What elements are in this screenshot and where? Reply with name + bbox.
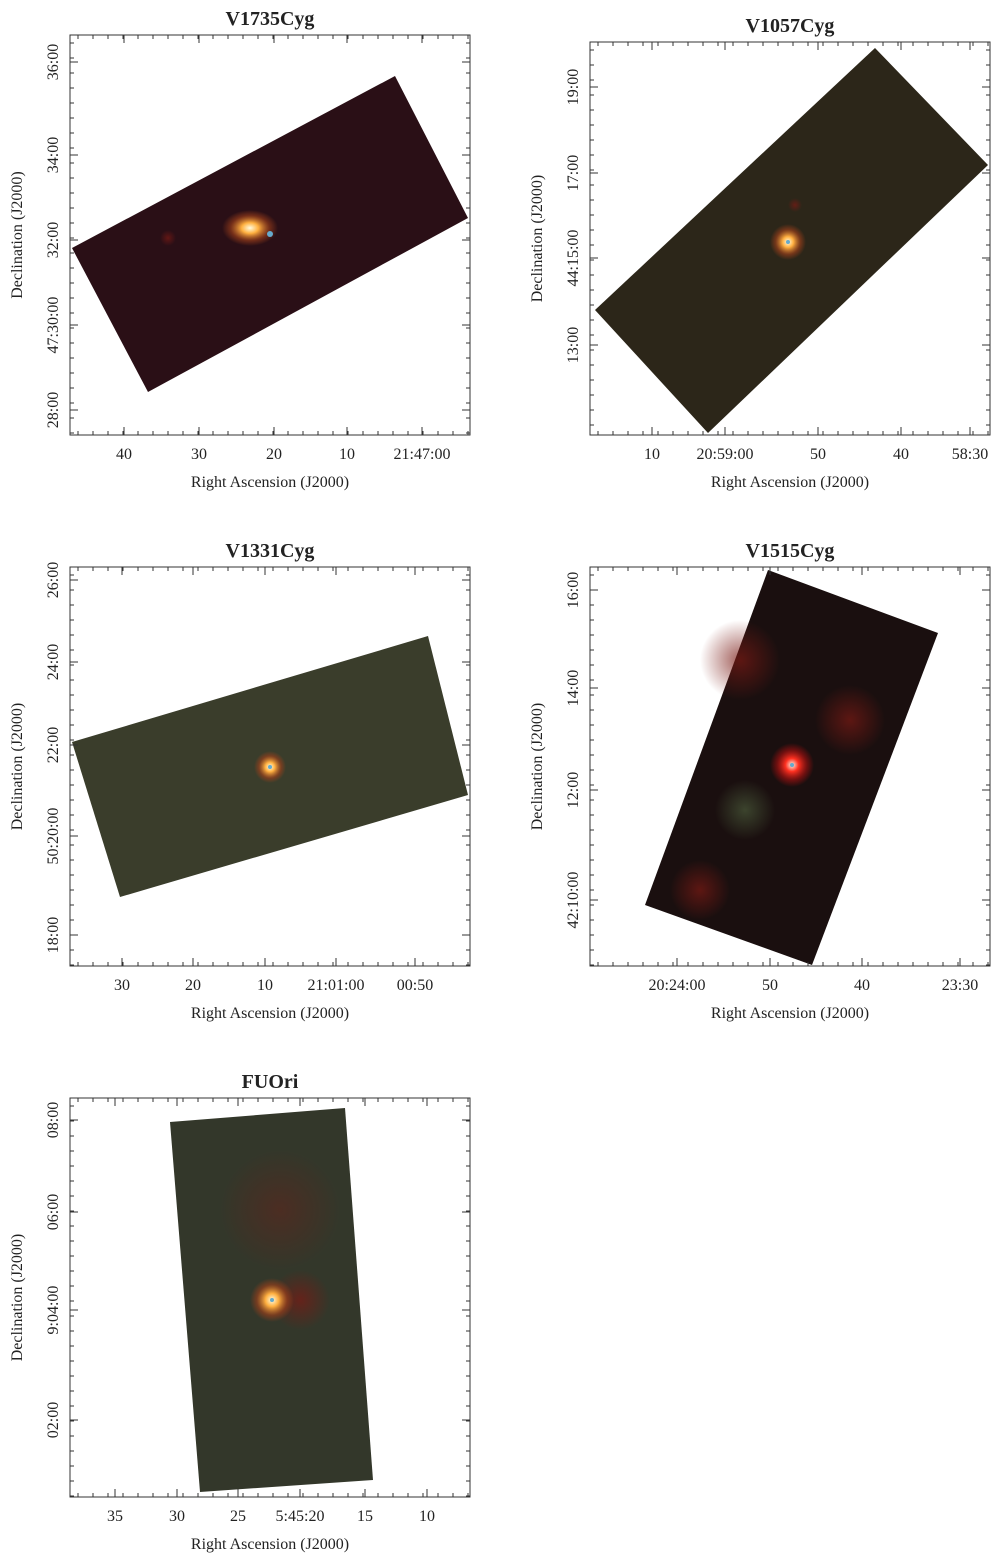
y-axis-label: Declination (J2000) <box>529 703 546 831</box>
image-v1331cyg <box>72 636 468 897</box>
y-tick-label: 34:00 <box>45 137 62 173</box>
x-tick-label: 20:24:00 <box>649 977 706 994</box>
image-fuori <box>170 1108 373 1492</box>
y-tick-label: 36:00 <box>45 44 62 80</box>
x-tick-label: 5:45:20 <box>276 1508 325 1525</box>
x-tick-label: 50 <box>762 977 778 994</box>
y-tick-label: 02:00 <box>45 1402 62 1438</box>
x-tick-label: 40 <box>116 446 132 463</box>
image-v1057cyg <box>595 48 988 433</box>
x-axis-label: Right Ascension (J2000) <box>191 1005 349 1022</box>
x-tick-label: 10 <box>257 977 273 994</box>
y-tick-label: 9:04:00 <box>45 1286 62 1335</box>
x-tick-label: 30 <box>114 977 130 994</box>
frame <box>589 566 991 967</box>
x-tick-label: 40 <box>854 977 870 994</box>
y-tick-label: 44:15:00 <box>565 230 582 287</box>
y-tick-label: 17:00 <box>565 155 582 191</box>
x-tick-label: 10 <box>339 446 355 463</box>
y-tick-label: 08:00 <box>45 1102 62 1138</box>
y-axis-label: Declination (J2000) <box>9 1234 26 1362</box>
panel-title: V1515Cyg <box>746 540 835 562</box>
y-tick-label: 24:00 <box>45 644 62 680</box>
y-tick-label: 19:00 <box>565 69 582 105</box>
x-tick-label: 15 <box>357 1508 373 1525</box>
x-tick-label: 30 <box>169 1508 185 1525</box>
y-tick-label: 22:00 <box>45 727 62 763</box>
y-tick-label: 06:00 <box>45 1194 62 1230</box>
x-tick-label: 00:50 <box>397 977 433 994</box>
x-tick-label: 10 <box>419 1508 435 1525</box>
x-tick-label: 35 <box>107 1508 123 1525</box>
y-tick-label: 13:00 <box>565 327 582 363</box>
x-axis-label: Right Ascension (J2000) <box>711 474 869 491</box>
x-axis-label: Right Ascension (J2000) <box>711 1005 869 1022</box>
image-v1515cyg <box>645 570 938 965</box>
x-tick-label: 23:30 <box>942 977 978 994</box>
x-tick-label: 20:59:00 <box>697 446 754 463</box>
frame <box>69 34 471 436</box>
y-tick-label: 47:30:00 <box>45 297 62 354</box>
y-tick-label: 18:00 <box>45 917 62 953</box>
y-tick-label: 32:00 <box>45 222 62 258</box>
x-tick-label: 21:01:00 <box>308 977 365 994</box>
y-tick-label: 50:20:00 <box>45 808 62 865</box>
x-tick-label: 20 <box>266 446 282 463</box>
y-tick-label: 42:10:00 <box>565 872 582 929</box>
y-axis-label: Declination (J2000) <box>9 703 26 831</box>
panel-title: V1735Cyg <box>226 8 315 30</box>
x-tick-label: 25 <box>230 1508 246 1525</box>
panel-title: V1057Cyg <box>746 15 835 37</box>
x-tick-label: 58:30 <box>952 446 988 463</box>
y-axis-label: Declination (J2000) <box>529 175 546 303</box>
panel-title: V1331Cyg <box>226 540 315 562</box>
x-axis-label: Right Ascension (J2000) <box>191 474 349 491</box>
x-tick-label: 30 <box>191 446 207 463</box>
frame <box>69 1097 471 1498</box>
y-tick-label: 26:00 <box>45 562 62 598</box>
frame <box>589 41 991 436</box>
image-v1735cyg <box>72 76 468 392</box>
x-tick-label: 21:47:00 <box>394 446 451 463</box>
frame <box>69 566 471 967</box>
x-axis-label: Right Ascension (J2000) <box>191 1536 349 1553</box>
y-tick-label: 14:00 <box>565 670 582 706</box>
x-tick-label: 50 <box>810 446 826 463</box>
y-tick-label: 28:00 <box>45 392 62 428</box>
x-tick-label: 10 <box>644 446 660 463</box>
y-tick-label: 16:00 <box>565 572 582 608</box>
panel-title: FUOri <box>242 1071 299 1093</box>
x-tick-label: 40 <box>893 446 909 463</box>
y-tick-label: 12:00 <box>565 772 582 808</box>
y-axis-label: Declination (J2000) <box>9 171 26 299</box>
x-tick-label: 20 <box>185 977 201 994</box>
